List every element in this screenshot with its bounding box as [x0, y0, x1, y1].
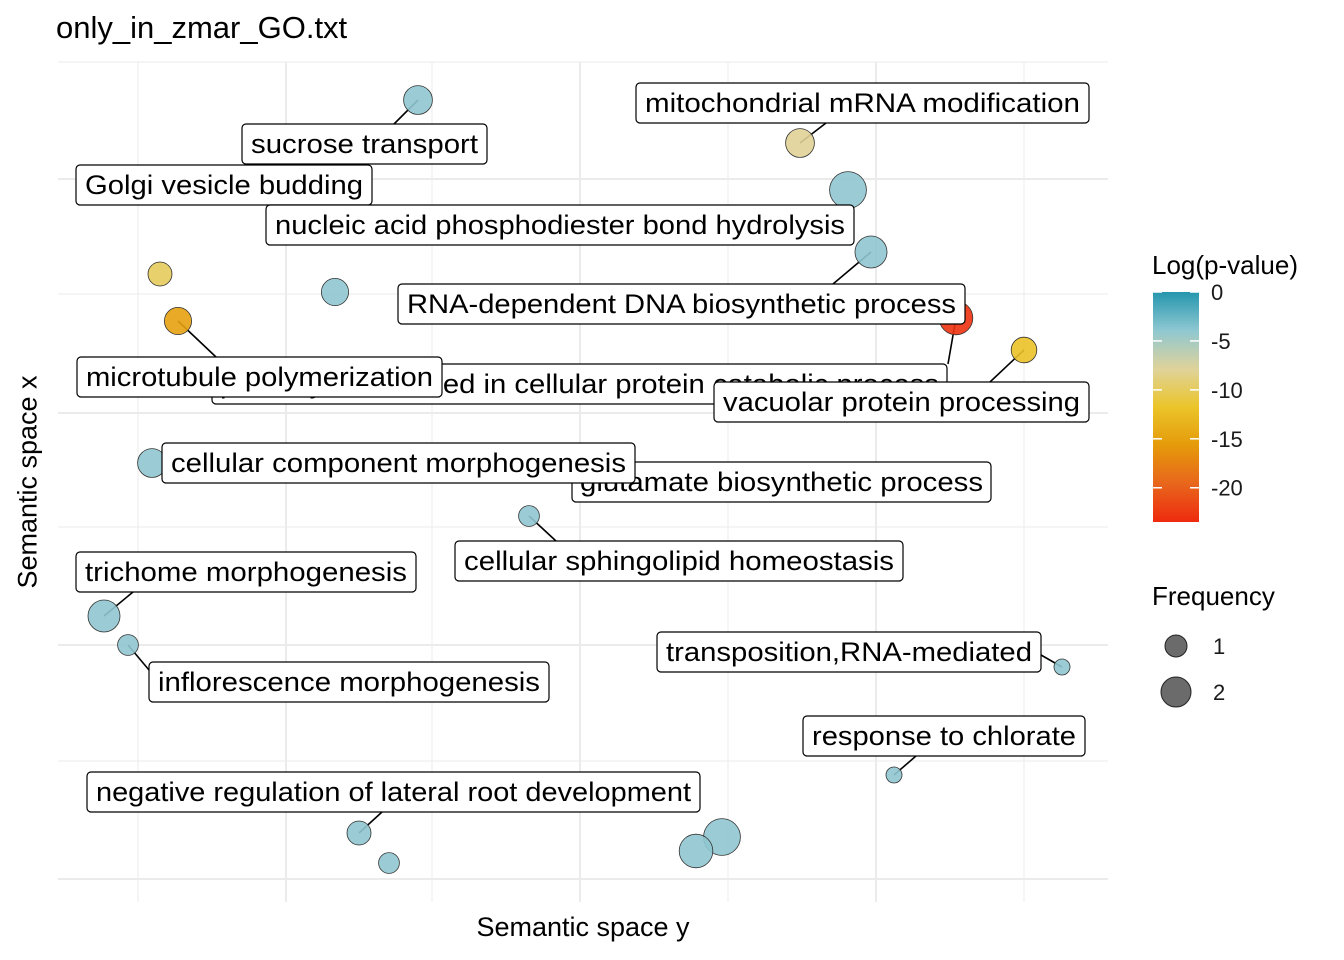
label-box	[713, 381, 1090, 423]
label-text: response to chlorate	[812, 721, 1076, 751]
point-label: microtubule polymerization	[76, 356, 443, 398]
data-point	[785, 128, 815, 158]
data-point	[320, 277, 349, 306]
label-text: cellular component morphogenesis	[171, 448, 626, 478]
chart-title: only_in_zmar_GO.txt	[56, 10, 348, 45]
label-box	[397, 283, 966, 325]
point-label: vacuolar protein processing	[713, 381, 1090, 423]
label-box	[241, 123, 488, 165]
data-point	[117, 634, 139, 656]
size-legend-key	[1164, 634, 1188, 658]
color-legend: 0 -5 -10 -15 -20	[1153, 280, 1243, 522]
label-box	[76, 356, 443, 398]
label-box	[161, 442, 636, 484]
point-label: response to chlorate	[802, 715, 1086, 757]
data-point	[378, 852, 400, 874]
data-point	[885, 766, 903, 784]
point-label: inflorescence morphogenesis	[148, 661, 550, 703]
label-box	[75, 551, 417, 593]
point-label: mitochondrial mRNA modification	[635, 82, 1090, 124]
label-box	[148, 661, 550, 703]
point-label: glutamate biosynthetic process	[571, 461, 992, 503]
label-box	[75, 164, 373, 206]
data-point	[678, 833, 714, 869]
label-text: glutamate biosynthetic process	[580, 467, 983, 497]
label-text: negative regulation of lateral root deve…	[96, 777, 692, 807]
data-point	[147, 261, 173, 287]
point-label: RNA-dependent DNA biosynthetic process	[397, 283, 966, 325]
label-text: RNA-dependent DNA biosynthetic process	[407, 289, 956, 319]
label-box	[635, 82, 1090, 124]
point-label: cellular component morphogenesis	[161, 442, 636, 484]
label-box	[656, 631, 1042, 673]
data-point	[518, 505, 540, 527]
color-tick-label: -5	[1211, 329, 1231, 354]
label-box	[454, 540, 904, 582]
x-axis-label: Semantic space y	[476, 912, 690, 942]
label-text: nucleic acid phosphodiester bond hydroly…	[275, 210, 845, 240]
label-text: Golgi vesicle budding	[85, 170, 363, 200]
label-text: mitochondrial mRNA modification	[645, 88, 1080, 118]
point-label: negative regulation of lateral root deve…	[86, 771, 701, 813]
color-tick-label: -20	[1211, 476, 1243, 501]
data-point	[829, 171, 867, 209]
size-legend-title: Frequency	[1152, 581, 1275, 611]
color-tick-label: -15	[1211, 427, 1243, 452]
color-tick-label: 0	[1211, 280, 1223, 305]
data-points	[87, 85, 1071, 874]
size-tick-label: 1	[1213, 634, 1225, 659]
point-label: sucrose transport	[241, 123, 488, 165]
color-legend-title: Log(p-value)	[1152, 250, 1298, 280]
label-box	[265, 204, 855, 246]
color-bar	[1153, 292, 1199, 522]
point-label: transposition,RNA-mediated	[656, 631, 1042, 673]
data-point	[163, 306, 192, 335]
point-label: cellular sphingolipid homeostasis	[454, 540, 904, 582]
data-point	[1010, 336, 1038, 364]
label-box	[802, 715, 1086, 757]
label-text: trichome morphogenesis	[85, 557, 407, 587]
label-text: sucrose transport	[251, 129, 479, 159]
data-point	[854, 235, 888, 269]
color-tick-label: -10	[1211, 378, 1243, 403]
label-text: transposition,RNA-mediated	[666, 637, 1032, 667]
label-text: cellular sphingolipid homeostasis	[464, 546, 894, 576]
size-tick-label: 2	[1213, 680, 1225, 705]
point-label: nucleic acid phosphodiester bond hydroly…	[265, 204, 855, 246]
size-legend: 12	[1160, 634, 1225, 708]
label-text: vacuolar protein processing	[723, 387, 1080, 417]
point-labels: sucrose transport mitochondrial mRNA modi…	[75, 82, 1090, 813]
data-point	[346, 820, 372, 846]
label-box	[86, 771, 701, 813]
data-point	[1053, 658, 1071, 676]
data-point	[403, 85, 433, 115]
size-legend-key	[1160, 676, 1192, 708]
label-text: microtubule polymerization	[86, 362, 433, 392]
point-label: Golgi vesicle budding	[75, 164, 373, 206]
label-text: inflorescence morphogenesis	[158, 667, 540, 697]
point-label: trichome morphogenesis	[75, 551, 417, 593]
data-point	[87, 599, 121, 633]
